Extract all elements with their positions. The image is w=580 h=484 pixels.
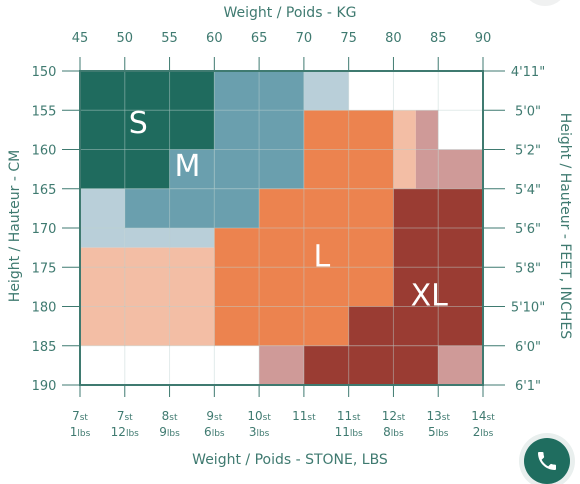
left-tick-label: 180: [32, 301, 57, 316]
phone-call-button[interactable]: [524, 438, 570, 484]
size-cell-s: [80, 149, 170, 189]
top-tick-label: 70: [296, 31, 313, 46]
size-label-l: L: [313, 239, 330, 274]
right-axis-title: Height / Hauteur - FEET, INCHES: [557, 113, 573, 340]
size-cell-m-light: [80, 188, 125, 248]
size-cells: [80, 71, 483, 385]
right-tick-label: 5'0": [515, 104, 541, 119]
right-tick-label: 5'2": [515, 144, 541, 159]
bottom-tick-label-stone: 14st: [471, 409, 495, 423]
axis-ticks: 45 50 55 60 65 70 75 80 85 90 7st 1lbs 7st 12lbs 8st 9l…: [32, 31, 546, 439]
top-tick-label: 55: [161, 31, 178, 46]
left-tick-label: 175: [32, 261, 57, 276]
bottom-axis-title: Weight / Poids - STONE, LBS: [192, 452, 388, 468]
top-tick-label: 65: [251, 31, 268, 46]
top-tick-label: 45: [72, 31, 89, 46]
size-cell-xl-light: [415, 110, 439, 189]
size-cell-m: [124, 188, 260, 228]
size-chart: SM L XL 45 50 55 60 65 70 75 80 85 90 7st 1lbs 7st 12lb…: [7, 5, 573, 468]
top-axis-title: Weight / Poids - KG: [224, 5, 357, 21]
left-tick-label: 150: [32, 65, 57, 80]
bottom-tick-label-stone: 7st: [117, 409, 133, 423]
size-cell-l: [214, 306, 349, 346]
top-tick-label: 90: [475, 31, 492, 46]
right-tick-label: 6'1": [515, 379, 541, 394]
size-label-xl: XL: [411, 279, 449, 314]
size-cell-l-light: [393, 110, 416, 189]
top-tick-label: 80: [385, 31, 402, 46]
right-tick-label: 5'6": [515, 222, 541, 237]
size-label-s: S: [129, 106, 148, 141]
size-cell-xl: [348, 306, 483, 346]
top-tick-label: 60: [206, 31, 223, 46]
bottom-tick-label-lbs: 5lbs: [428, 425, 449, 439]
left-axis-title: Height / Hauteur - CM: [7, 150, 23, 302]
top-tick-label: 50: [117, 31, 134, 46]
bottom-tick-label-lbs: 8lbs: [383, 425, 404, 439]
bottom-tick-label-lbs: 1lbs: [70, 425, 91, 439]
bottom-tick-label-lbs: 11lbs: [335, 425, 363, 439]
size-cell-xl-light: [438, 345, 483, 385]
size-cell-xl: [393, 188, 483, 307]
chart-grid: [79, 70, 484, 386]
top-tick-label: 75: [340, 31, 357, 46]
size-cell-m-light: [303, 71, 349, 111]
size-cell-m: [169, 149, 215, 189]
right-tick-label: 6'0": [515, 340, 541, 355]
right-tick-label: 5'10": [511, 301, 545, 316]
left-tick-label: 165: [32, 183, 57, 198]
bottom-tick-label-stone: 11st: [337, 409, 361, 423]
phone-icon: [538, 452, 556, 470]
size-cell-l: [259, 188, 394, 228]
size-cell-xl-light: [438, 149, 483, 189]
size-cell-l: [214, 228, 394, 307]
bottom-tick-label-stone: 10st: [247, 409, 271, 423]
bottom-tick-label-lbs: 12lbs: [111, 425, 139, 439]
left-tick-label: 190: [32, 379, 57, 394]
size-cell-l: [303, 110, 394, 189]
size-label-m: M: [175, 149, 201, 184]
bottom-tick-label-lbs: 3lbs: [249, 425, 270, 439]
bottom-tick-label-lbs: 2lbs: [473, 425, 494, 439]
top-right-decoration: [522, 0, 568, 6]
size-cell-xl-light: [259, 345, 304, 385]
size-cell-xl: [303, 345, 439, 385]
right-tick-label: 5'8": [515, 261, 541, 276]
left-tick-label: 155: [32, 104, 57, 119]
size-cell-s: [80, 71, 215, 150]
bottom-tick-label-stone: 9st: [206, 409, 222, 423]
right-tick-label: 4'11": [511, 65, 545, 80]
top-tick-label: 85: [430, 31, 447, 46]
size-labels: SM L XL: [129, 106, 448, 314]
bottom-tick-label-stone: 8st: [162, 409, 178, 423]
bottom-tick-label-lbs: 9lbs: [159, 425, 180, 439]
bottom-tick-label-stone: 12st: [382, 409, 406, 423]
bottom-tick-label-stone: 11st: [292, 409, 316, 423]
right-tick-label: 5'4": [515, 183, 541, 198]
bottom-tick-label-stone: 7st: [72, 409, 88, 423]
size-cell-m-light: [124, 228, 215, 248]
left-tick-label: 160: [32, 144, 57, 159]
left-tick-label: 170: [32, 222, 57, 237]
size-cell-l-light: [80, 247, 215, 346]
size-cell-m: [214, 71, 304, 189]
left-tick-label: 185: [32, 340, 57, 355]
bottom-tick-label-lbs: 6lbs: [204, 425, 225, 439]
bottom-tick-label-stone: 13st: [426, 409, 450, 423]
